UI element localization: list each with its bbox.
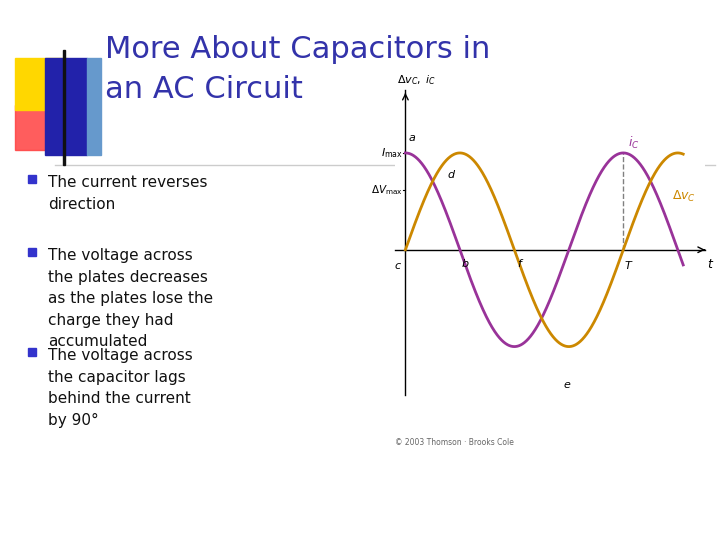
Bar [15, 58, 67, 110]
Text: $i_C$: $i_C$ [629, 135, 640, 151]
Text: $\Delta V_{\rm max}$: $\Delta V_{\rm max}$ [371, 183, 402, 197]
Text: The voltage across
the plates decreases
as the plates lose the
charge they had
a: The voltage across the plates decreases … [48, 248, 213, 349]
Text: © 2003 Thomson · Brooks Cole: © 2003 Thomson · Brooks Cole [395, 438, 514, 447]
Text: a: a [408, 133, 415, 143]
Text: e: e [564, 381, 570, 390]
Text: $t$: $t$ [707, 258, 714, 271]
Text: an AC Circuit: an AC Circuit [105, 75, 303, 104]
Bar [63, 50, 65, 165]
Text: The voltage across
the capacitor lags
behind the current
by 90°: The voltage across the capacitor lags be… [48, 348, 193, 428]
Text: More About Capacitors in: More About Capacitors in [105, 35, 490, 64]
Text: $T$: $T$ [624, 259, 634, 272]
Text: The current reverses
direction: The current reverses direction [48, 175, 207, 212]
Text: d: d [448, 170, 455, 180]
Text: b: b [462, 259, 469, 269]
Bar [28, 248, 36, 256]
Bar [28, 175, 36, 183]
Bar [28, 348, 36, 356]
Text: c: c [395, 261, 401, 272]
Bar [45, 58, 87, 155]
Text: $I_{\rm max}$: $I_{\rm max}$ [381, 146, 402, 160]
Bar [15, 105, 67, 150]
Text: $\Delta v_C$: $\Delta v_C$ [672, 189, 696, 204]
Text: $\Delta v_C,\;i_C$: $\Delta v_C,\;i_C$ [397, 73, 436, 87]
Bar [87, 58, 101, 155]
Text: f: f [517, 259, 521, 269]
